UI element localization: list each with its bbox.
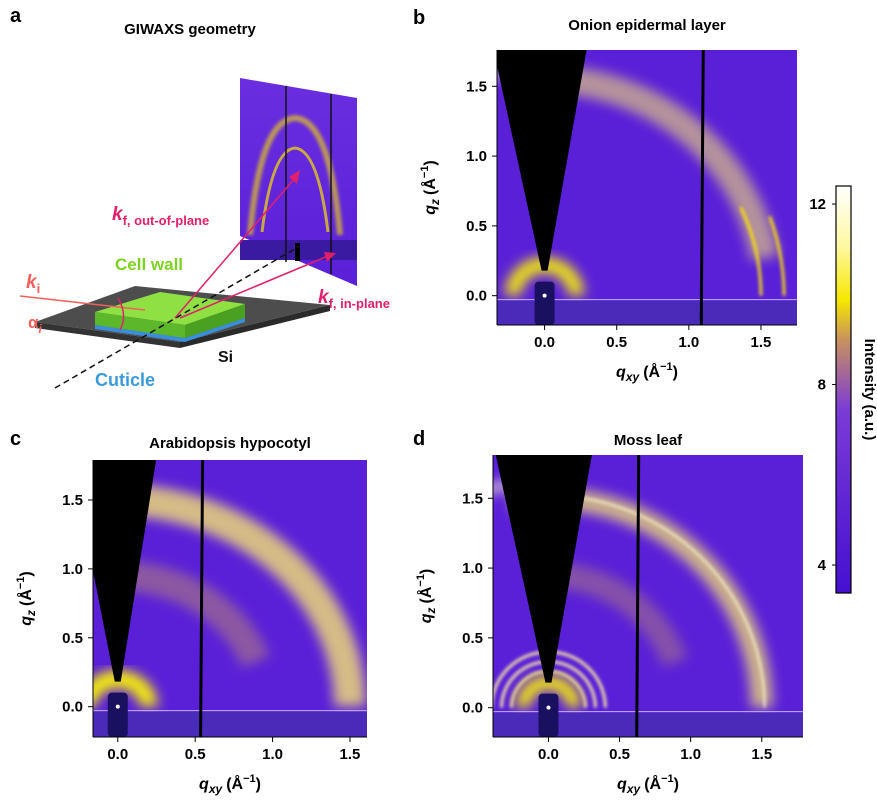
- x-tick-label: 0.0: [107, 746, 128, 763]
- exponent: −1: [661, 773, 674, 785]
- figure: a GIWAXS geometry kf, out-of-plane kf, i…: [0, 0, 877, 808]
- beamstop-base: [108, 693, 128, 737]
- y-tick-label: 0.0: [466, 288, 487, 305]
- y-label: qz (Å−1): [415, 569, 438, 624]
- unit-close: ): [673, 364, 678, 381]
- y-tick-label: 0.5: [466, 218, 487, 235]
- panel-title: Moss leaf: [614, 432, 683, 449]
- y-tick-label: 1.5: [62, 492, 83, 509]
- subscript: f, out-of-plane: [123, 213, 210, 228]
- subscript: i: [37, 281, 41, 296]
- x-tick-label: 1.5: [751, 334, 772, 351]
- direct-beam: [116, 705, 120, 709]
- panel-label: a: [10, 5, 22, 27]
- k-i-label: ki: [26, 272, 40, 296]
- unit-close: ): [18, 571, 35, 576]
- x-tick-label: 0.5: [606, 334, 627, 351]
- unit-close: ): [422, 160, 439, 165]
- direct-beam: [546, 706, 550, 710]
- beamstop-base: [538, 694, 558, 737]
- colorbar-label: Intensity (a.u.): [861, 339, 877, 441]
- detector-gap: [701, 50, 703, 325]
- x-tick-label: 0.0: [538, 746, 559, 763]
- y-tick-label: 1.0: [466, 148, 487, 165]
- cuticle-label: Cuticle: [95, 370, 155, 390]
- symbol: q: [616, 364, 626, 381]
- unit: (Å: [643, 362, 660, 381]
- exponent: −1: [660, 361, 673, 373]
- y-tick-label: 1.5: [466, 78, 487, 95]
- symbol: α: [28, 313, 39, 332]
- unit-close: ): [256, 776, 261, 793]
- colorbar-tick-label: 8: [818, 377, 826, 394]
- panel-title: Onion epidermal layer: [568, 17, 726, 34]
- direct-beam: [543, 294, 547, 298]
- y-tick-label: 0.0: [62, 699, 83, 716]
- giwaxs-diagram: a GIWAXS geometry kf, out-of-plane kf, i…: [10, 5, 390, 390]
- symbol: q: [18, 616, 35, 626]
- x-tick-label: 1.0: [680, 746, 701, 763]
- x-label: qxy(Å−1): [616, 361, 678, 384]
- exponent: −1: [15, 577, 27, 590]
- y-tick-label: 1.0: [62, 561, 83, 578]
- panel-title: Arabidopsis hypocotyl: [149, 435, 311, 452]
- exponent: −1: [419, 166, 431, 179]
- y-label: qz (Å−1): [15, 571, 38, 626]
- subscript: f, in-plane: [329, 296, 390, 311]
- unit: (Å: [416, 586, 435, 603]
- colorbar: [836, 186, 851, 593]
- y-tick-label: 0.0: [462, 700, 483, 717]
- y-tick-label: 1.5: [462, 490, 483, 507]
- unit: (Å: [420, 178, 439, 195]
- x-label: qxy(Å−1): [617, 773, 679, 796]
- x-tick-label: 1.0: [678, 334, 699, 351]
- panel-label: b: [413, 7, 425, 29]
- detector-gap: [637, 455, 639, 737]
- cell-wall-label: Cell wall: [115, 255, 183, 274]
- detector-gap: [201, 460, 203, 737]
- unit: (Å: [226, 774, 243, 793]
- y-label: qz (Å−1): [419, 160, 442, 215]
- k-in-label: kf, in-plane: [318, 287, 390, 311]
- colorbar-tick-label: 12: [809, 196, 826, 213]
- exponent: −1: [415, 574, 427, 587]
- heatmap-image: [0, 460, 367, 742]
- symbol: q: [418, 613, 435, 623]
- symbol: q: [199, 776, 209, 793]
- k-out-label: kf, out-of-plane: [112, 204, 209, 228]
- unit-close: ): [418, 569, 435, 574]
- x-label: qxy(Å−1): [199, 773, 261, 796]
- y-tick-label: 1.0: [462, 560, 483, 577]
- symbol: q: [617, 776, 627, 793]
- y-tick-label: 0.5: [62, 630, 83, 647]
- unit: (Å: [16, 589, 35, 606]
- panel-label: d: [413, 428, 425, 450]
- alpha-label: αi: [28, 313, 42, 336]
- subscript: xy: [626, 782, 642, 796]
- beamstop-base: [535, 282, 555, 325]
- subscript: z: [24, 610, 38, 617]
- x-tick-label: 1.0: [262, 746, 283, 763]
- y-tick-label: 0.5: [462, 630, 483, 647]
- exponent: −1: [243, 773, 256, 785]
- x-tick-label: 0.5: [185, 746, 206, 763]
- subscript: xy: [625, 370, 641, 384]
- substrate-label: Si: [218, 349, 233, 366]
- panel-label: c: [10, 428, 21, 450]
- heatmap-image: [342, 50, 797, 330]
- subscript: z: [428, 199, 442, 206]
- panel-title: GIWAXS geometry: [124, 21, 256, 38]
- x-tick-label: 0.5: [609, 746, 630, 763]
- symbol: q: [422, 205, 439, 215]
- colorbar-tick-label: 4: [818, 557, 827, 574]
- subscript: z: [424, 607, 438, 614]
- x-tick-label: 1.5: [340, 746, 361, 763]
- x-tick-label: 1.5: [751, 746, 772, 763]
- x-tick-label: 0.0: [534, 334, 555, 351]
- subscript: xy: [208, 782, 224, 796]
- unit-close: ): [674, 776, 679, 793]
- unit: (Å: [644, 774, 661, 793]
